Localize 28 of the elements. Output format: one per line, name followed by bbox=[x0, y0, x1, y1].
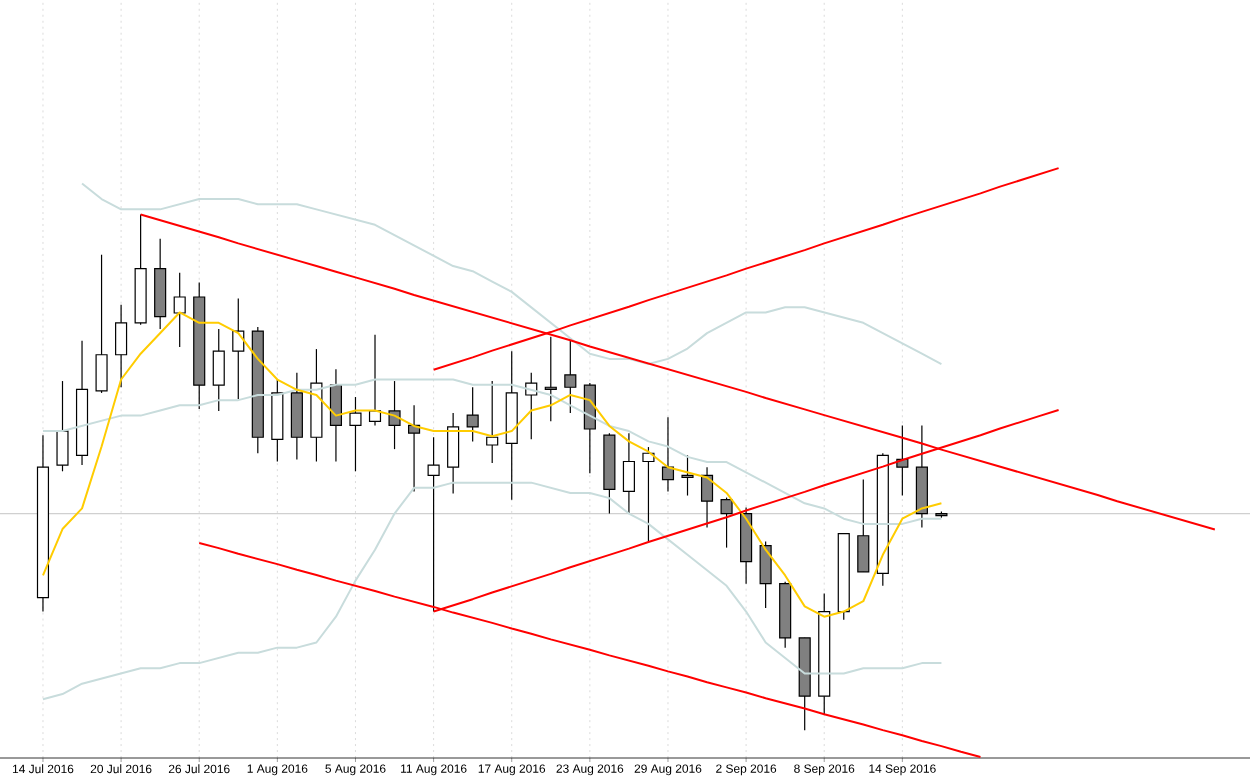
candlestick bbox=[388, 380, 401, 450]
candlestick bbox=[349, 396, 362, 472]
candlestick bbox=[857, 478, 870, 573]
candlestick bbox=[915, 424, 928, 529]
candlestick bbox=[486, 380, 499, 464]
candlestick bbox=[212, 328, 225, 412]
candlestick bbox=[115, 304, 128, 388]
candlestick bbox=[759, 540, 772, 609]
candlestick bbox=[642, 446, 655, 543]
candlestick bbox=[232, 297, 245, 400]
candlestick bbox=[720, 496, 733, 549]
candlestick bbox=[95, 254, 108, 394]
candlestick bbox=[466, 386, 479, 442]
candlestick bbox=[740, 506, 753, 585]
candlestick bbox=[427, 436, 440, 613]
candlestick bbox=[290, 372, 303, 461]
candlestick bbox=[329, 368, 343, 463]
candlestick bbox=[56, 380, 69, 472]
candlestick bbox=[173, 272, 186, 348]
candlestick bbox=[447, 412, 460, 495]
candlestick bbox=[154, 238, 167, 330]
candlestick bbox=[700, 466, 714, 529]
candlestick bbox=[544, 336, 557, 422]
candlestick bbox=[681, 454, 694, 497]
candlestick bbox=[622, 432, 635, 515]
candlestick bbox=[368, 334, 382, 427]
candlestick bbox=[564, 340, 577, 414]
candlestick bbox=[271, 378, 284, 463]
